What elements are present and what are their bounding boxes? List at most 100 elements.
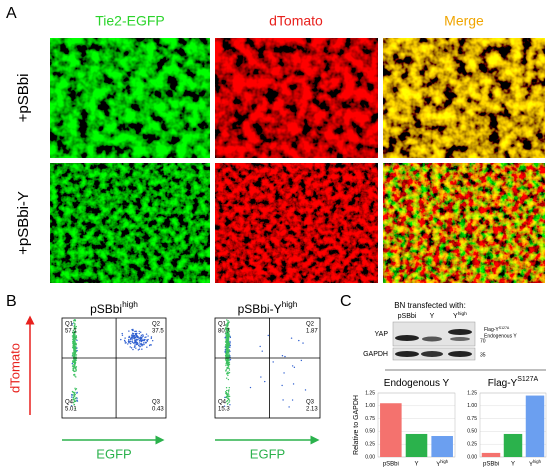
band-label-text: Flag-Y [484, 327, 499, 333]
micrograph [50, 38, 210, 158]
event-dot [71, 323, 74, 325]
y-tick-label: 1.25 [365, 390, 375, 396]
event-dot [283, 372, 285, 374]
quadrant-name: Q1 [65, 322, 74, 328]
quadrant-value: 0.43 [152, 407, 164, 413]
event-dot [121, 332, 123, 335]
blot-heading: BN transfected with: [394, 301, 466, 310]
event-dot [227, 378, 230, 381]
event-dot [128, 339, 130, 341]
quadrant-value: 5.01 [65, 407, 77, 413]
event-dot [226, 336, 228, 338]
y-tick-label: 1.00 [365, 403, 375, 409]
event-dot [71, 390, 74, 393]
event-dot [75, 369, 77, 372]
event-dot [142, 334, 144, 336]
event-dot [229, 358, 232, 361]
event-dot [226, 354, 229, 357]
event-dot [141, 345, 143, 347]
event-dot [134, 340, 137, 343]
event-dot [226, 325, 229, 327]
column-header: dTomato [269, 13, 323, 29]
event-dot [71, 394, 73, 396]
event-dot [75, 354, 78, 356]
quadrant-name: Q4 [218, 400, 227, 406]
event-dot [138, 332, 140, 335]
event-dot [74, 366, 76, 368]
event-dot [74, 333, 76, 335]
event-dot [229, 355, 231, 357]
event-dot [300, 359, 303, 362]
event-dot [73, 354, 75, 356]
event-dot [228, 355, 230, 357]
event-dot [140, 336, 142, 339]
y-tick-label: 0.00 [467, 454, 477, 460]
bar [380, 403, 402, 457]
event-dot [149, 344, 151, 346]
event-dot [73, 400, 75, 402]
event-dot [150, 344, 152, 346]
event-dot [298, 339, 300, 342]
event-dot [132, 335, 135, 337]
event-dot [74, 387, 76, 389]
bar [481, 452, 501, 457]
event-dot [72, 337, 75, 340]
event-dot [136, 343, 138, 346]
event-dot [139, 343, 141, 345]
plot-title: pSBbihigh [90, 299, 138, 316]
micrograph [215, 163, 378, 283]
event-dot [228, 328, 230, 331]
event-dot [228, 372, 231, 374]
plot-title-sup: high [282, 299, 298, 309]
quadrant-value: 37.5 [152, 329, 164, 335]
event-dot [227, 336, 229, 338]
event-dot [75, 336, 78, 339]
panel-label: C [340, 293, 352, 310]
event-dot [71, 365, 74, 367]
quadrant-value: 15.3 [218, 407, 230, 413]
event-dot [73, 346, 76, 348]
event-dot [135, 336, 137, 339]
event-dot [73, 349, 76, 352]
band-label-sup: S127A [499, 326, 510, 330]
chart-title-text: Flag-Y [488, 378, 518, 389]
event-dot [127, 343, 129, 345]
event-dot [132, 332, 135, 335]
row-label: +pSBbi [15, 74, 32, 123]
event-dot [140, 334, 143, 337]
event-dot [128, 336, 131, 338]
event-dot [130, 337, 132, 340]
event-dot [267, 334, 269, 337]
quadrant-name: Q2 [306, 322, 315, 328]
event-dot [227, 364, 229, 367]
event-dot [131, 340, 133, 342]
event-dot [72, 354, 74, 356]
micrograph [50, 163, 210, 283]
quadrant-name: Q2 [152, 322, 161, 328]
event-dot [73, 399, 76, 401]
event-dot [137, 349, 140, 351]
event-dot [302, 342, 304, 344]
event-dot [225, 386, 228, 389]
event-dot [130, 335, 133, 337]
event-dot [134, 330, 136, 333]
event-dot [141, 348, 143, 350]
event-dot [140, 338, 143, 340]
event-dot [76, 347, 78, 349]
event-dot [129, 342, 132, 345]
event-dot [74, 375, 76, 377]
event-dot [131, 338, 133, 340]
event-dot [72, 338, 75, 341]
lane-label-text: Y [453, 313, 458, 320]
event-dot [146, 340, 149, 342]
event-dot [73, 348, 75, 350]
event-dot [227, 359, 230, 362]
event-dot [228, 342, 230, 344]
event-dot [71, 335, 74, 337]
event-dot [225, 350, 228, 352]
event-dot [227, 396, 230, 398]
event-dot [144, 342, 146, 344]
event-dot [73, 395, 76, 397]
x-tick-label: Y [511, 462, 515, 468]
event-dot [73, 394, 76, 396]
